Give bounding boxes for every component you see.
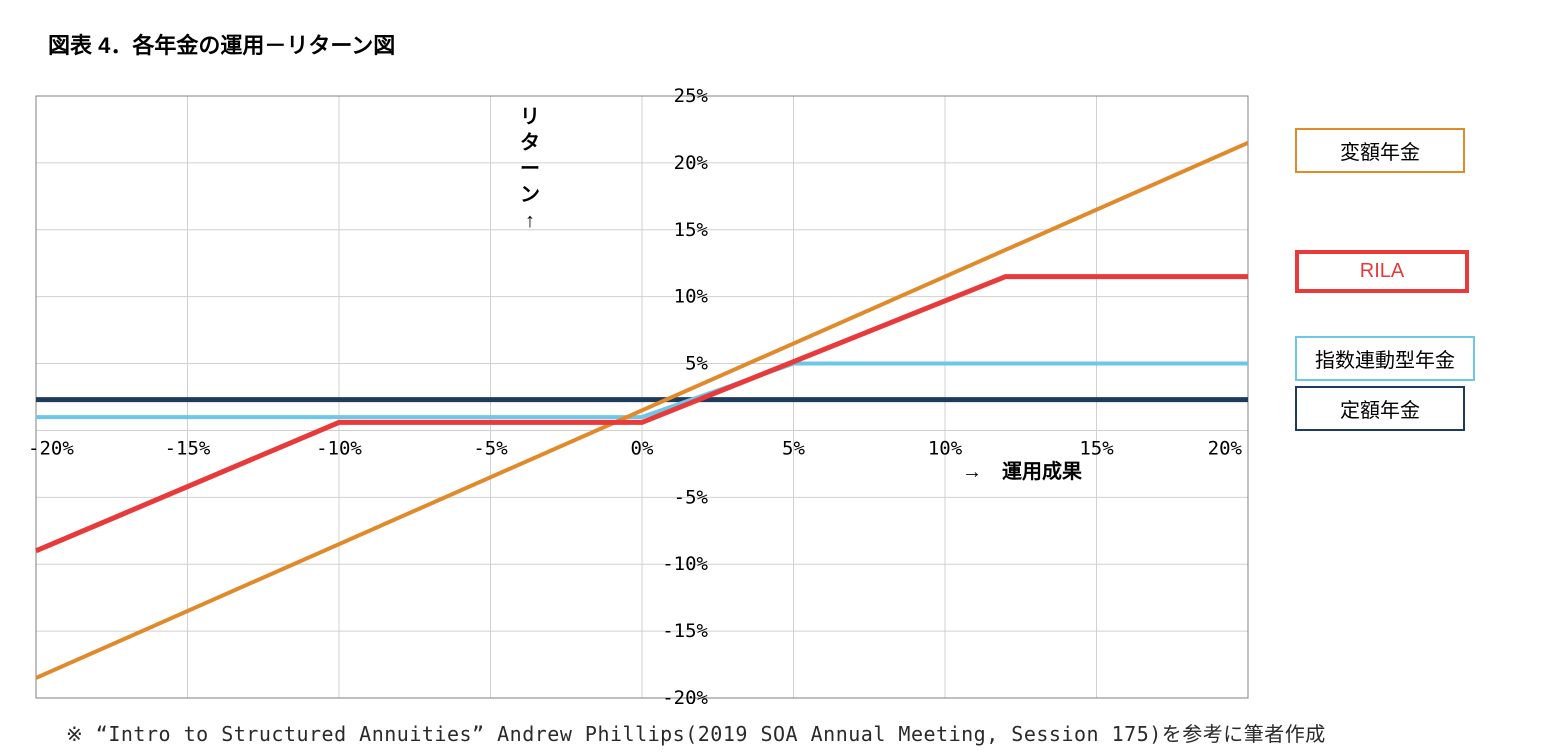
x-axis-title: → 運用成果	[962, 455, 1082, 484]
y-axis-title: リターン ↑	[520, 104, 540, 234]
chart-area: -20% -15% -10% -5% 0% 5% 10% 15% 20% -20% -15% -10%…	[18, 84, 1258, 704]
svg-text:-10%: -10%	[316, 437, 362, 459]
figure-title: 図表 4．各年金の運用－リターン図	[48, 28, 395, 60]
svg-text:20%: 20%	[674, 152, 709, 174]
svg-text:-10%: -10%	[662, 553, 708, 575]
svg-text:10%: 10%	[674, 286, 709, 308]
svg-text:15%: 15%	[1079, 437, 1114, 459]
svg-text:15%: 15%	[674, 219, 709, 241]
svg-text:-5%: -5%	[473, 437, 508, 459]
svg-text:-15%: -15%	[165, 437, 211, 459]
figure-container: 図表 4．各年金の運用－リターン図 -20% -15% -10% -5% 0% 5% 10%…	[0, 0, 1542, 756]
svg-text:-20%: -20%	[28, 437, 74, 459]
svg-text:-15%: -15%	[662, 620, 708, 642]
chart-svg: -20% -15% -10% -5% 0% 5% 10% 15% 20% -20% -15% -10%…	[18, 84, 1258, 704]
svg-text:5%: 5%	[782, 437, 805, 459]
svg-text:25%: 25%	[674, 85, 709, 107]
svg-text:20%: 20%	[1208, 437, 1243, 459]
svg-text:5%: 5%	[685, 353, 708, 375]
svg-text:-5%: -5%	[674, 486, 709, 508]
svg-text:-20%: -20%	[662, 687, 708, 704]
legend-item: 変額年金	[1295, 128, 1465, 173]
svg-text:10%: 10%	[928, 437, 963, 459]
legend-item: 指数連動型年金	[1295, 336, 1475, 381]
legend-item: RILA	[1295, 250, 1469, 293]
figure-footnote: ※ “Intro to Structured Annuities” Andrew…	[66, 718, 1326, 747]
legend-item: 定額年金	[1295, 386, 1465, 431]
svg-text:0%: 0%	[631, 437, 654, 459]
